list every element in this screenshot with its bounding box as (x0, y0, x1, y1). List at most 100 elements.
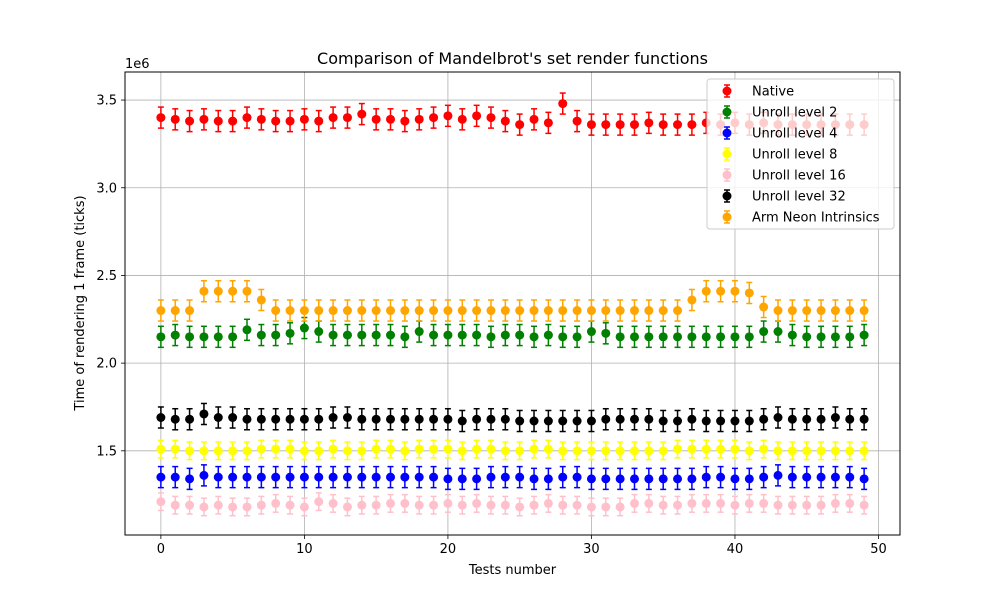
data-point (213, 412, 223, 422)
data-point (615, 474, 625, 484)
data-point (170, 500, 180, 510)
data-point (185, 446, 195, 456)
data-point (658, 474, 668, 484)
data-point (572, 472, 582, 482)
series-arm-neon-intrinsics (156, 279, 869, 322)
data-point (802, 306, 812, 316)
data-point (586, 416, 596, 426)
data-point (730, 332, 740, 342)
data-point (759, 327, 769, 337)
data-point (673, 416, 683, 426)
data-point (271, 472, 281, 482)
data-point (673, 332, 683, 342)
x-tick-label: 20 (440, 542, 457, 557)
data-point (615, 414, 625, 424)
data-point (371, 330, 381, 340)
data-point (256, 295, 266, 305)
data-point (543, 444, 553, 454)
data-point (256, 472, 266, 482)
data-point (156, 113, 166, 123)
data-point (342, 502, 352, 512)
data-point (845, 414, 855, 424)
data-point (156, 444, 166, 454)
data-point (285, 414, 295, 424)
data-point (213, 446, 223, 456)
data-point (414, 114, 424, 124)
data-point (386, 414, 396, 424)
data-point (773, 446, 783, 456)
data-point (486, 113, 496, 123)
data-point (759, 498, 769, 508)
data-point (744, 474, 754, 484)
series-unroll-level-2 (156, 316, 869, 349)
data-point (256, 500, 266, 510)
data-point (271, 330, 281, 340)
data-point (242, 325, 252, 335)
data-point (400, 472, 410, 482)
data-point (572, 116, 582, 126)
data-point (500, 472, 510, 482)
data-point (500, 306, 510, 316)
data-point (543, 118, 553, 128)
series-unroll-level-16 (156, 492, 869, 517)
data-point (529, 416, 539, 426)
data-point (328, 113, 338, 123)
data-point (543, 330, 553, 340)
data-point (299, 472, 309, 482)
data-point (787, 500, 797, 510)
data-point (342, 306, 352, 316)
data-point (414, 327, 424, 337)
data-point (256, 114, 266, 124)
legend-label: Unroll level 32 (752, 190, 846, 205)
data-point (472, 111, 482, 121)
data-point (515, 330, 525, 340)
data-point (472, 498, 482, 508)
data-point (529, 114, 539, 124)
data-point (457, 330, 467, 340)
data-point (759, 302, 769, 312)
data-point (299, 502, 309, 512)
legend-items: Native Unroll level 2 Unroll level 4 Unroll… (722, 84, 880, 226)
data-point (314, 116, 324, 126)
data-point (830, 412, 840, 422)
data-point (486, 472, 496, 482)
data-point (629, 306, 639, 316)
data-point (687, 295, 697, 305)
data-point (730, 286, 740, 296)
data-point (586, 446, 596, 456)
legend-marker (722, 212, 732, 222)
series-unroll-level-32 (156, 402, 869, 433)
legend-label: Unroll level 2 (752, 106, 837, 121)
data-point (586, 502, 596, 512)
chart-title: Comparison of Mandelbrot's set render fu… (317, 49, 708, 68)
data-point (328, 330, 338, 340)
data-point (615, 332, 625, 342)
data-point (787, 306, 797, 316)
data-point (199, 470, 209, 480)
data-point (601, 328, 611, 338)
data-point (299, 114, 309, 124)
data-point (228, 286, 238, 296)
data-point (342, 412, 352, 422)
data-point (830, 332, 840, 342)
data-point (730, 416, 740, 426)
data-point (687, 498, 697, 508)
data-point (285, 500, 295, 510)
data-point (242, 286, 252, 296)
data-point (701, 472, 711, 482)
data-point (673, 306, 683, 316)
data-point (357, 446, 367, 456)
data-point (845, 306, 855, 316)
data-point (845, 472, 855, 482)
data-point (601, 306, 611, 316)
data-point (156, 306, 166, 316)
data-point (787, 414, 797, 424)
data-point (472, 474, 482, 484)
axis-ticks: 0 10 20 30 40 50 1.5 2.0 2.5 3.0 3.5 (96, 94, 886, 557)
data-point (859, 474, 869, 484)
data-point (285, 116, 295, 126)
data-point (701, 332, 711, 342)
data-point (228, 412, 238, 422)
data-point (386, 330, 396, 340)
